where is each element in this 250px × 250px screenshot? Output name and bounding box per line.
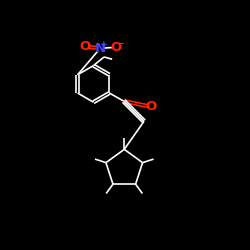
Text: O: O (79, 40, 90, 53)
Text: +: + (100, 40, 108, 49)
Text: O: O (110, 41, 121, 54)
Text: O: O (146, 100, 157, 112)
Text: −: − (116, 39, 124, 48)
Text: N: N (95, 42, 106, 55)
